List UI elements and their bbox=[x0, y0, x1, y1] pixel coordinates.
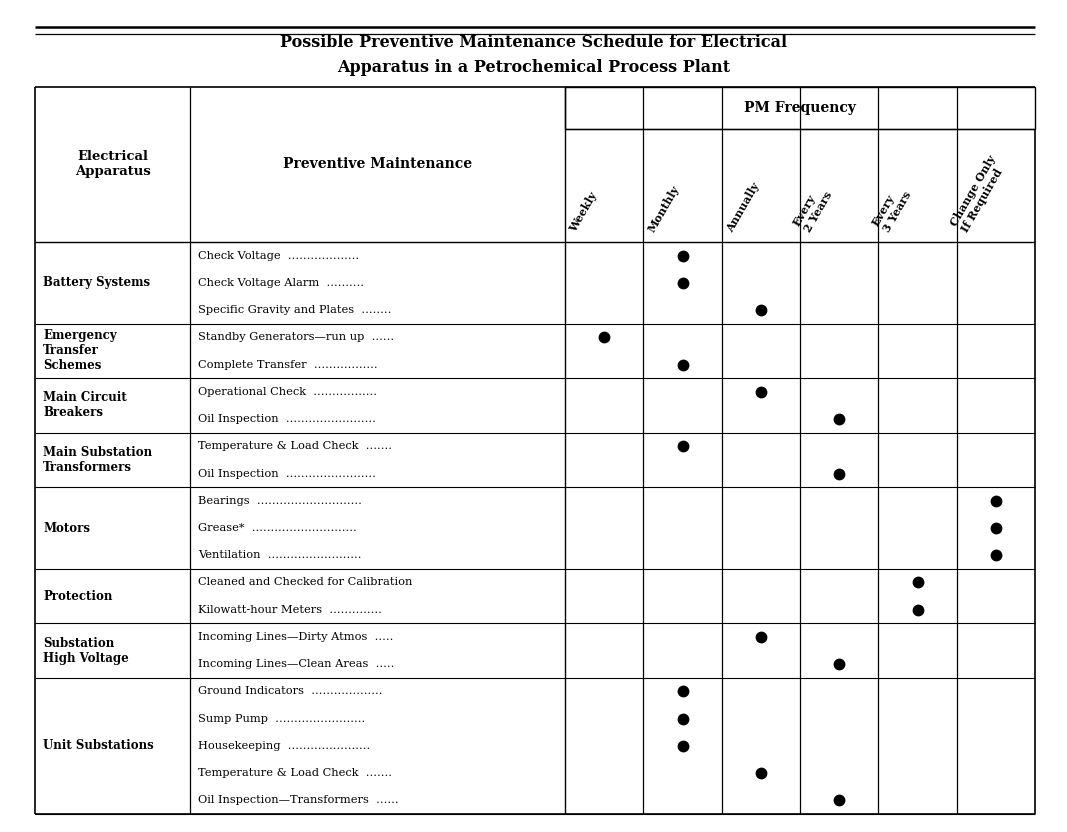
Text: Electrical
Apparatus: Electrical Apparatus bbox=[75, 151, 150, 179]
Text: Grease*  ............................: Grease* ............................ bbox=[198, 523, 356, 533]
Text: Cleaned and Checked for Calibration: Cleaned and Checked for Calibration bbox=[198, 577, 412, 587]
Text: Oil Inspection  ........................: Oil Inspection ........................ bbox=[198, 468, 376, 478]
Text: Housekeeping  ......................: Housekeeping ...................... bbox=[198, 741, 370, 751]
Text: Protection: Protection bbox=[43, 590, 112, 602]
Text: Unit Substations: Unit Substations bbox=[43, 740, 154, 752]
Text: Annually: Annually bbox=[724, 181, 761, 234]
Text: Check Voltage  ...................: Check Voltage ................... bbox=[198, 250, 360, 260]
Text: PM Frequency: PM Frequency bbox=[744, 101, 856, 115]
Text: Operational Check  .................: Operational Check ................. bbox=[198, 387, 377, 397]
Text: Incoming Lines—Dirty Atmos  .....: Incoming Lines—Dirty Atmos ..... bbox=[198, 632, 394, 642]
Text: Temperature & Load Check  .......: Temperature & Load Check ....... bbox=[198, 441, 392, 451]
Bar bbox=[566, 87, 1035, 129]
Text: Ventilation  .........................: Ventilation ......................... bbox=[198, 550, 362, 560]
Text: Every
2 Years: Every 2 Years bbox=[792, 183, 834, 234]
Text: Bearings  ............................: Bearings ............................ bbox=[198, 496, 362, 506]
Text: Ground Indicators  ...................: Ground Indicators ................... bbox=[198, 686, 382, 696]
Text: Complete Transfer  .................: Complete Transfer ................. bbox=[198, 359, 378, 369]
Text: Emergency
Transfer
Schemes: Emergency Transfer Schemes bbox=[43, 329, 116, 373]
Text: Oil Inspection  ........................: Oil Inspection ........................ bbox=[198, 414, 376, 424]
Text: Apparatus in a Petrochemical Process Plant: Apparatus in a Petrochemical Process Pla… bbox=[337, 58, 730, 76]
Text: Possible Preventive Maintenance Schedule for Electrical: Possible Preventive Maintenance Schedule… bbox=[280, 33, 787, 51]
Text: Incoming Lines—Clean Areas  .....: Incoming Lines—Clean Areas ..... bbox=[198, 659, 395, 669]
Text: Specific Gravity and Plates  ........: Specific Gravity and Plates ........ bbox=[198, 305, 392, 315]
Text: Preventive Maintenance: Preventive Maintenance bbox=[283, 157, 472, 171]
Text: Sump Pump  ........................: Sump Pump ........................ bbox=[198, 714, 365, 724]
Text: Motors: Motors bbox=[43, 522, 90, 534]
Text: Change Only
If Required: Change Only If Required bbox=[949, 153, 1008, 234]
Text: Main Circuit
Breakers: Main Circuit Breakers bbox=[43, 391, 127, 419]
Text: Monthly: Monthly bbox=[646, 184, 682, 234]
Text: Check Voltage Alarm  ..........: Check Voltage Alarm .......... bbox=[198, 278, 364, 288]
Text: Temperature & Load Check  .......: Temperature & Load Check ....... bbox=[198, 768, 392, 778]
Text: Oil Inspection—Transformers  ......: Oil Inspection—Transformers ...... bbox=[198, 795, 399, 805]
Text: Substation
High Voltage: Substation High Voltage bbox=[43, 636, 129, 665]
Text: Every
3 Years: Every 3 Years bbox=[870, 183, 913, 234]
Text: Battery Systems: Battery Systems bbox=[43, 276, 150, 290]
Text: Weekly: Weekly bbox=[568, 190, 600, 234]
Text: Standby Generators—run up  ......: Standby Generators—run up ...... bbox=[198, 332, 394, 342]
Text: Main Substation
Transformers: Main Substation Transformers bbox=[43, 446, 153, 474]
Text: Kilowatt-hour Meters  ..............: Kilowatt-hour Meters .............. bbox=[198, 605, 382, 615]
